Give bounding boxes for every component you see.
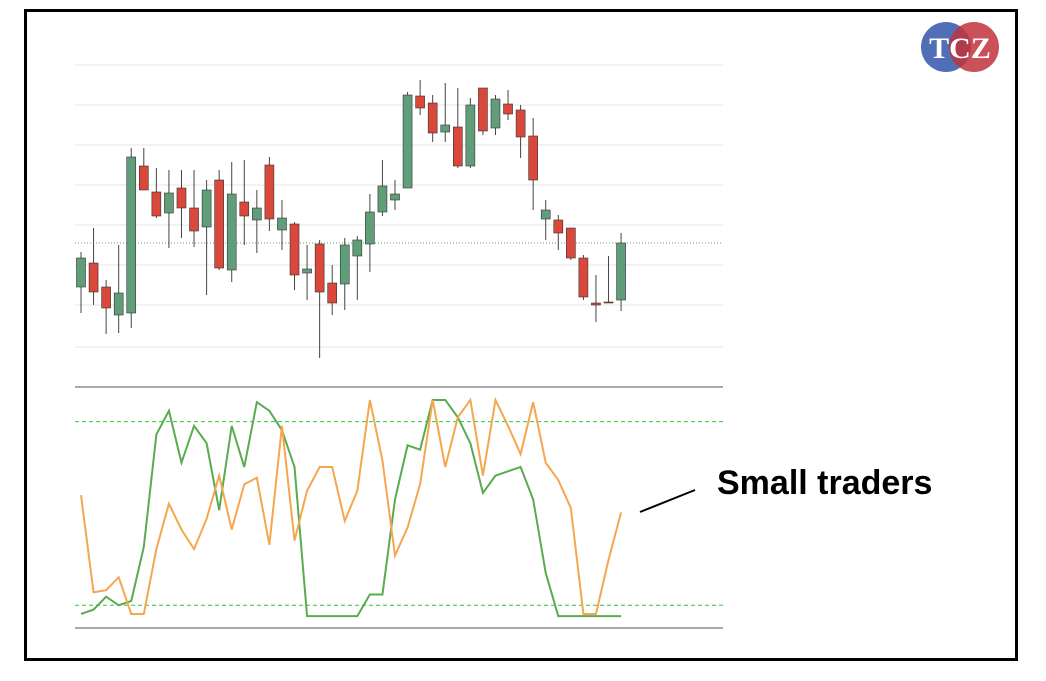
candle-body bbox=[201, 189, 212, 228]
logo-text: TCZ bbox=[929, 32, 991, 65]
candle-body bbox=[176, 187, 187, 209]
candle-body bbox=[302, 268, 312, 274]
candle-body bbox=[478, 87, 488, 132]
candle-body bbox=[264, 164, 275, 220]
annotation-pointer bbox=[639, 489, 696, 513]
candle-body bbox=[126, 156, 137, 314]
candle-body bbox=[139, 165, 149, 191]
series-line bbox=[80, 396, 623, 615]
candle-body bbox=[289, 223, 300, 276]
candle-body bbox=[377, 185, 388, 213]
candle-body bbox=[616, 242, 626, 301]
candle-body bbox=[528, 135, 538, 181]
candle-body bbox=[252, 207, 262, 221]
candle-body bbox=[553, 219, 564, 234]
candle-body bbox=[452, 126, 463, 167]
logo-circle bbox=[949, 22, 999, 72]
candle-body bbox=[603, 301, 614, 304]
candle-body bbox=[113, 292, 124, 316]
candle-body bbox=[427, 102, 438, 134]
candle-body bbox=[402, 94, 413, 189]
series-line bbox=[80, 398, 622, 618]
annotation: Small traders bbox=[717, 464, 932, 502]
candle-body bbox=[164, 192, 174, 214]
candle-body bbox=[591, 302, 601, 306]
candle-body bbox=[76, 257, 86, 288]
candle-body bbox=[327, 282, 338, 304]
candle-body bbox=[390, 193, 400, 201]
candle-body bbox=[226, 193, 237, 271]
candle-body bbox=[465, 104, 476, 167]
candle-body bbox=[540, 209, 551, 220]
candle-body bbox=[490, 98, 501, 129]
candle-body bbox=[88, 262, 99, 293]
candle-body bbox=[339, 244, 350, 285]
candle-body bbox=[277, 217, 287, 231]
candle-body bbox=[440, 124, 451, 133]
candle-body bbox=[365, 211, 375, 245]
logo: TCZ bbox=[921, 22, 999, 72]
candle-body bbox=[101, 286, 111, 309]
candle-body bbox=[314, 243, 325, 293]
candle-body bbox=[503, 103, 513, 115]
candle-body bbox=[214, 179, 224, 269]
candle-body bbox=[515, 109, 526, 138]
candle-body bbox=[352, 239, 363, 257]
candle-body bbox=[415, 95, 425, 109]
candle-body bbox=[566, 227, 576, 259]
candle-body bbox=[189, 207, 199, 232]
candle-body bbox=[151, 191, 162, 217]
candle-body bbox=[578, 257, 589, 298]
candle-body bbox=[239, 201, 250, 217]
